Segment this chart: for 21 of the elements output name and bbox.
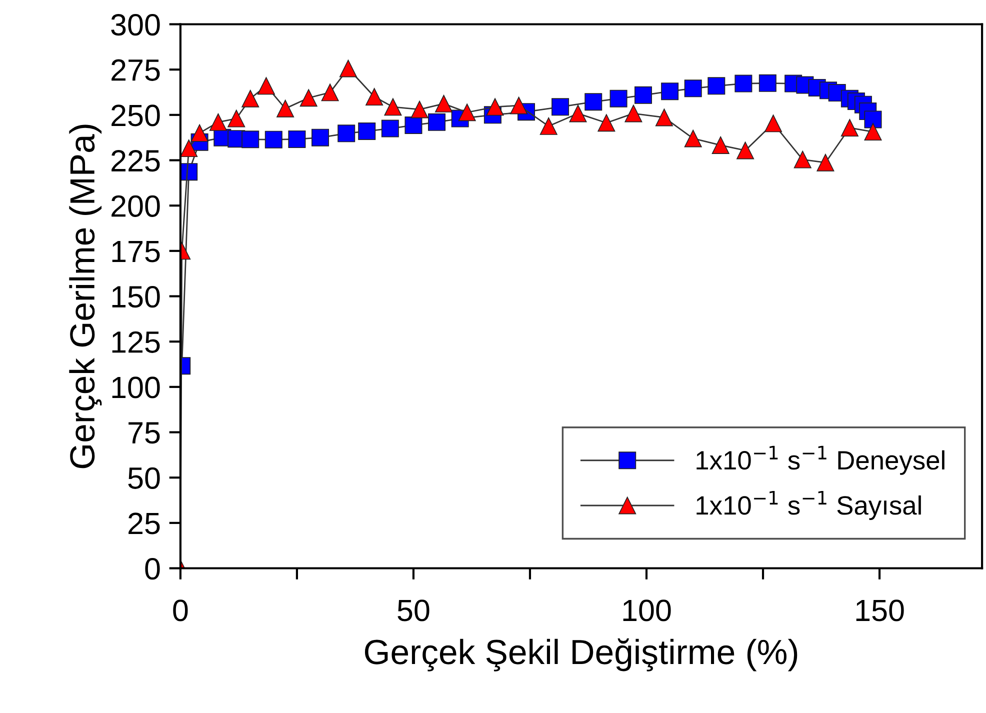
y-tick-label: 225 bbox=[112, 150, 160, 172]
y-tick-label: 275 bbox=[112, 59, 160, 81]
y-axis-title: Gerçek Gerilme (MPa) bbox=[69, 124, 102, 468]
y-tick-label: 250 bbox=[112, 104, 160, 126]
x-axis-title: Gerçek Şekil Değiştirme (%) bbox=[364, 638, 798, 672]
legend-label: 1x10$^{−1}$ s$^{−1}$ Deneysel bbox=[696, 446, 944, 475]
y-tick-label: 125 bbox=[112, 331, 160, 353]
x-tick-label: 150 bbox=[856, 600, 904, 622]
y-tick-label: 150 bbox=[112, 286, 160, 308]
y-tick-label: 200 bbox=[112, 195, 160, 217]
y-tick-label: 0 bbox=[145, 558, 160, 580]
legend-label: 1x10$^{−1}$ s$^{−1}$ Sayısal bbox=[696, 490, 921, 520]
y-tick-label: 50 bbox=[128, 467, 160, 489]
y-tick-label: 100 bbox=[112, 376, 160, 398]
y-tick-label: 300 bbox=[111, 14, 160, 36]
x-tick-label: 100 bbox=[623, 600, 671, 622]
y-tick-label: 75 bbox=[128, 422, 160, 444]
x-tick-label: 50 bbox=[398, 600, 430, 622]
y-tick-label: 175 bbox=[112, 240, 160, 262]
y-tick-label: 25 bbox=[128, 512, 160, 534]
x-tick-label: 0 bbox=[173, 600, 188, 622]
